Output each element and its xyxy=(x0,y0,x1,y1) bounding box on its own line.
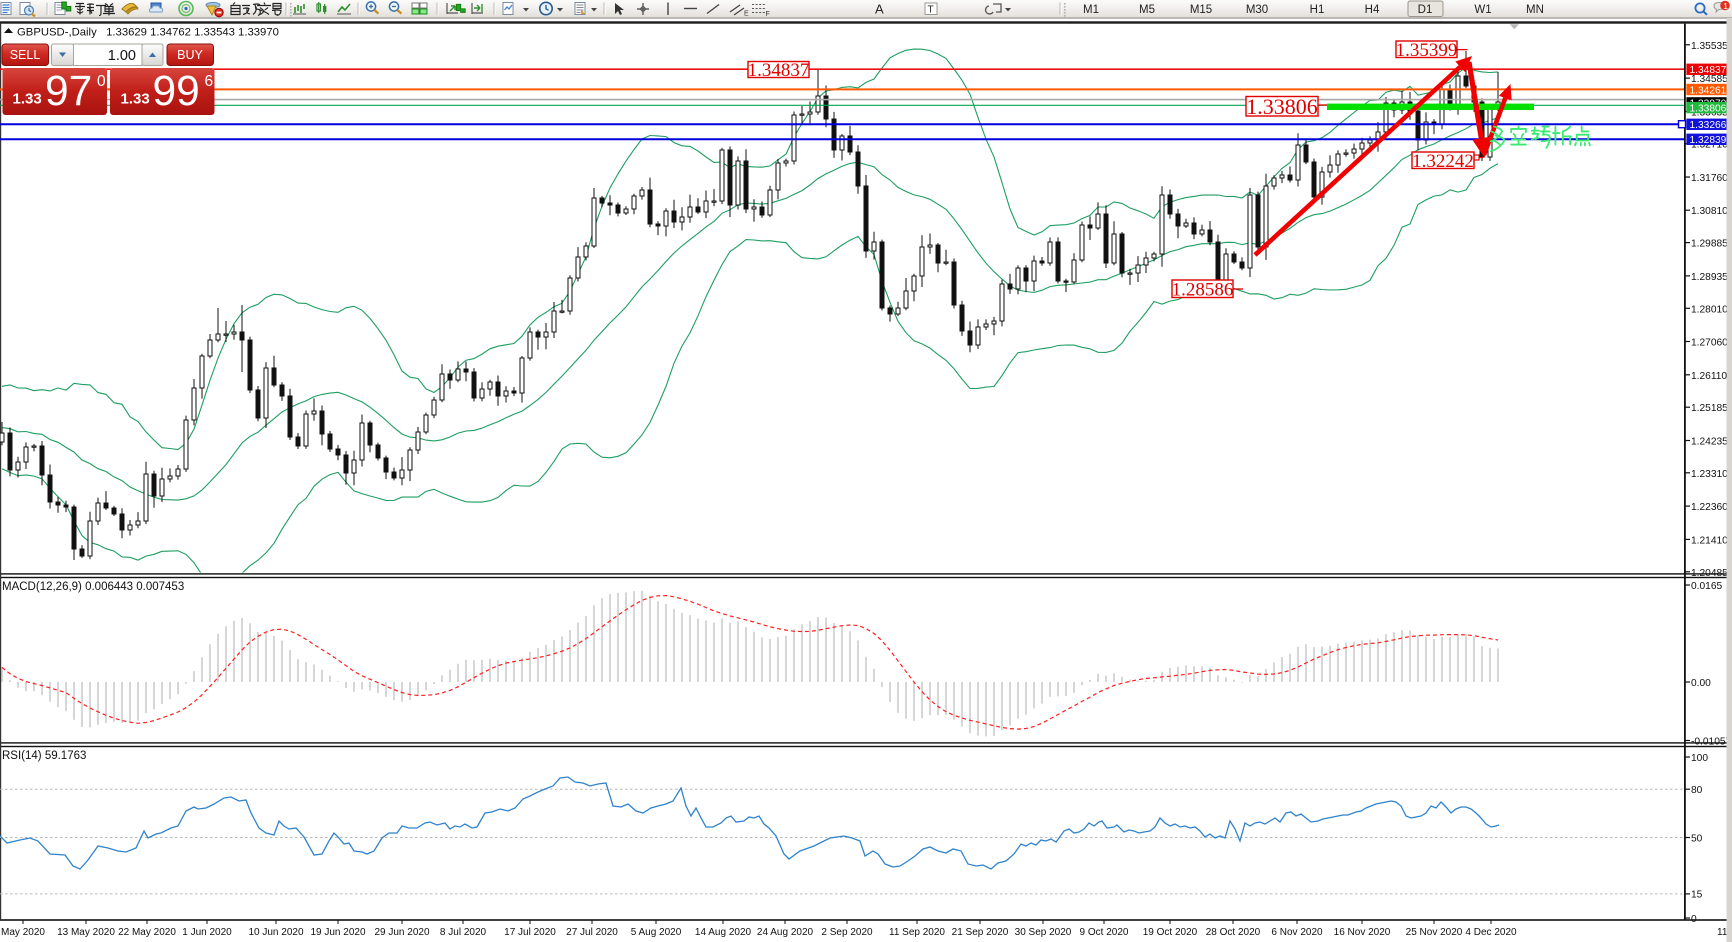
svg-text:1.20485: 1.20485 xyxy=(1691,568,1728,579)
svg-text:28 Oct 2020: 28 Oct 2020 xyxy=(1206,927,1261,938)
svg-text:100: 100 xyxy=(1691,753,1708,764)
svg-text:2 Sep 2020: 2 Sep 2020 xyxy=(821,927,873,938)
svg-text:6: 6 xyxy=(205,73,214,90)
svg-text:E: E xyxy=(744,11,749,18)
svg-text:1.32242: 1.32242 xyxy=(1412,151,1474,172)
svg-text:M5: M5 xyxy=(1139,4,1155,16)
svg-text:1.32710: 1.32710 xyxy=(1691,140,1728,151)
svg-text:15: 15 xyxy=(1691,890,1703,901)
svg-text:1.26110: 1.26110 xyxy=(1691,371,1727,382)
svg-text:10 Jun 2020: 10 Jun 2020 xyxy=(248,927,303,938)
svg-text:1.23310: 1.23310 xyxy=(1691,469,1728,480)
svg-text:1.34837: 1.34837 xyxy=(1690,65,1727,76)
svg-text:17 Jul 2020: 17 Jul 2020 xyxy=(504,927,556,938)
svg-text:1.35399: 1.35399 xyxy=(1396,40,1458,61)
svg-text:1.25185: 1.25185 xyxy=(1691,403,1728,414)
svg-text:4 Dec 2020: 4 Dec 2020 xyxy=(1465,927,1517,938)
svg-text:0.0165: 0.0165 xyxy=(1691,581,1722,592)
svg-text:1.33266: 1.33266 xyxy=(1690,120,1727,131)
svg-text:BUY: BUY xyxy=(177,48,203,62)
svg-text:T: T xyxy=(928,5,934,16)
svg-text:MACD(12,26,9) 0.006443 0.00745: MACD(12,26,9) 0.006443 0.007453 xyxy=(2,581,184,593)
svg-text:M15: M15 xyxy=(1190,4,1212,16)
svg-text:0: 0 xyxy=(97,73,106,90)
svg-text:0: 0 xyxy=(1691,914,1697,925)
svg-text:30 Sep 2020: 30 Sep 2020 xyxy=(1015,927,1072,938)
svg-text:6 Nov 2020: 6 Nov 2020 xyxy=(1271,927,1323,938)
svg-text:1.33: 1.33 xyxy=(13,91,42,108)
svg-text:8 Jul 2020: 8 Jul 2020 xyxy=(440,927,487,938)
svg-text:1.21410: 1.21410 xyxy=(1691,535,1728,546)
svg-text:11 De: 11 De xyxy=(1717,927,1732,938)
svg-text:1.34261: 1.34261 xyxy=(1690,85,1727,96)
svg-text:19 Jun 2020: 19 Jun 2020 xyxy=(310,927,365,938)
svg-text:1.27060: 1.27060 xyxy=(1691,338,1728,349)
svg-text:D1: D1 xyxy=(1418,4,1433,16)
svg-text:27 Jul 2020: 27 Jul 2020 xyxy=(566,927,618,938)
svg-text:M1: M1 xyxy=(1083,4,1099,16)
svg-text:MN: MN xyxy=(1526,4,1544,16)
svg-text:1.24235: 1.24235 xyxy=(1691,437,1728,448)
svg-text:99: 99 xyxy=(153,68,200,115)
svg-text:W1: W1 xyxy=(1474,4,1491,16)
svg-text:1.33806: 1.33806 xyxy=(1246,94,1318,119)
svg-text:21 Sep 2020: 21 Sep 2020 xyxy=(952,927,1009,938)
svg-text:13 May 2020: 13 May 2020 xyxy=(57,927,115,938)
svg-text:H4: H4 xyxy=(1365,4,1380,16)
svg-text:1.33806: 1.33806 xyxy=(1690,103,1727,114)
svg-text:16 Nov 2020: 16 Nov 2020 xyxy=(1334,927,1391,938)
svg-text:14 Aug 2020: 14 Aug 2020 xyxy=(695,927,752,938)
svg-text:M30: M30 xyxy=(1246,4,1268,16)
svg-text:RSI(14) 59.1763: RSI(14) 59.1763 xyxy=(2,750,86,762)
svg-text:1.28586: 1.28586 xyxy=(1172,279,1234,300)
svg-text:1: 1 xyxy=(1723,1,1728,11)
svg-text:80: 80 xyxy=(1691,785,1703,796)
svg-text:A: A xyxy=(875,2,884,17)
svg-text:1.32839: 1.32839 xyxy=(1690,135,1727,146)
svg-text:H1: H1 xyxy=(1310,4,1325,16)
svg-text:-0.010571: -0.010571 xyxy=(1691,737,1732,748)
svg-text:GBPUSD-,Daily 1.33629 1.3476: GBPUSD-,Daily 1.33629 1.34762 1.33543 1.… xyxy=(17,27,279,39)
svg-text:1.29885: 1.29885 xyxy=(1691,239,1728,250)
svg-text:F: F xyxy=(766,11,770,18)
svg-text:22 May 2020: 22 May 2020 xyxy=(118,927,176,938)
svg-text:0.00: 0.00 xyxy=(1691,678,1711,689)
svg-text:25 Nov 2020: 25 Nov 2020 xyxy=(1406,927,1463,938)
svg-text:19 Oct 2020: 19 Oct 2020 xyxy=(1143,927,1198,938)
svg-text:1.28935: 1.28935 xyxy=(1691,272,1728,283)
svg-text:1.34837: 1.34837 xyxy=(748,60,810,81)
svg-text:24 Aug 2020: 24 Aug 2020 xyxy=(757,927,814,938)
svg-text:29 Jun 2020: 29 Jun 2020 xyxy=(374,927,429,938)
svg-text:1.34585: 1.34585 xyxy=(1691,74,1728,85)
svg-text:1.35535: 1.35535 xyxy=(1691,41,1728,52)
svg-text:1.33: 1.33 xyxy=(121,91,150,108)
svg-text:1.30810: 1.30810 xyxy=(1691,206,1728,217)
svg-text:1.22360: 1.22360 xyxy=(1691,502,1728,513)
svg-text:5 Aug 2020: 5 Aug 2020 xyxy=(631,927,682,938)
svg-text:9 Oct 2020: 9 Oct 2020 xyxy=(1080,927,1129,938)
svg-text:1.00: 1.00 xyxy=(108,48,136,64)
svg-text:1.28010: 1.28010 xyxy=(1691,304,1728,315)
svg-text:50: 50 xyxy=(1691,833,1703,844)
svg-text:1.31760: 1.31760 xyxy=(1691,173,1728,184)
svg-text:1 Jun 2020: 1 Jun 2020 xyxy=(182,927,232,938)
svg-text:97: 97 xyxy=(45,68,92,115)
svg-text:SELL: SELL xyxy=(10,48,41,62)
svg-text:11 Sep 2020: 11 Sep 2020 xyxy=(889,927,945,938)
svg-text:May 2020: May 2020 xyxy=(1,927,45,938)
